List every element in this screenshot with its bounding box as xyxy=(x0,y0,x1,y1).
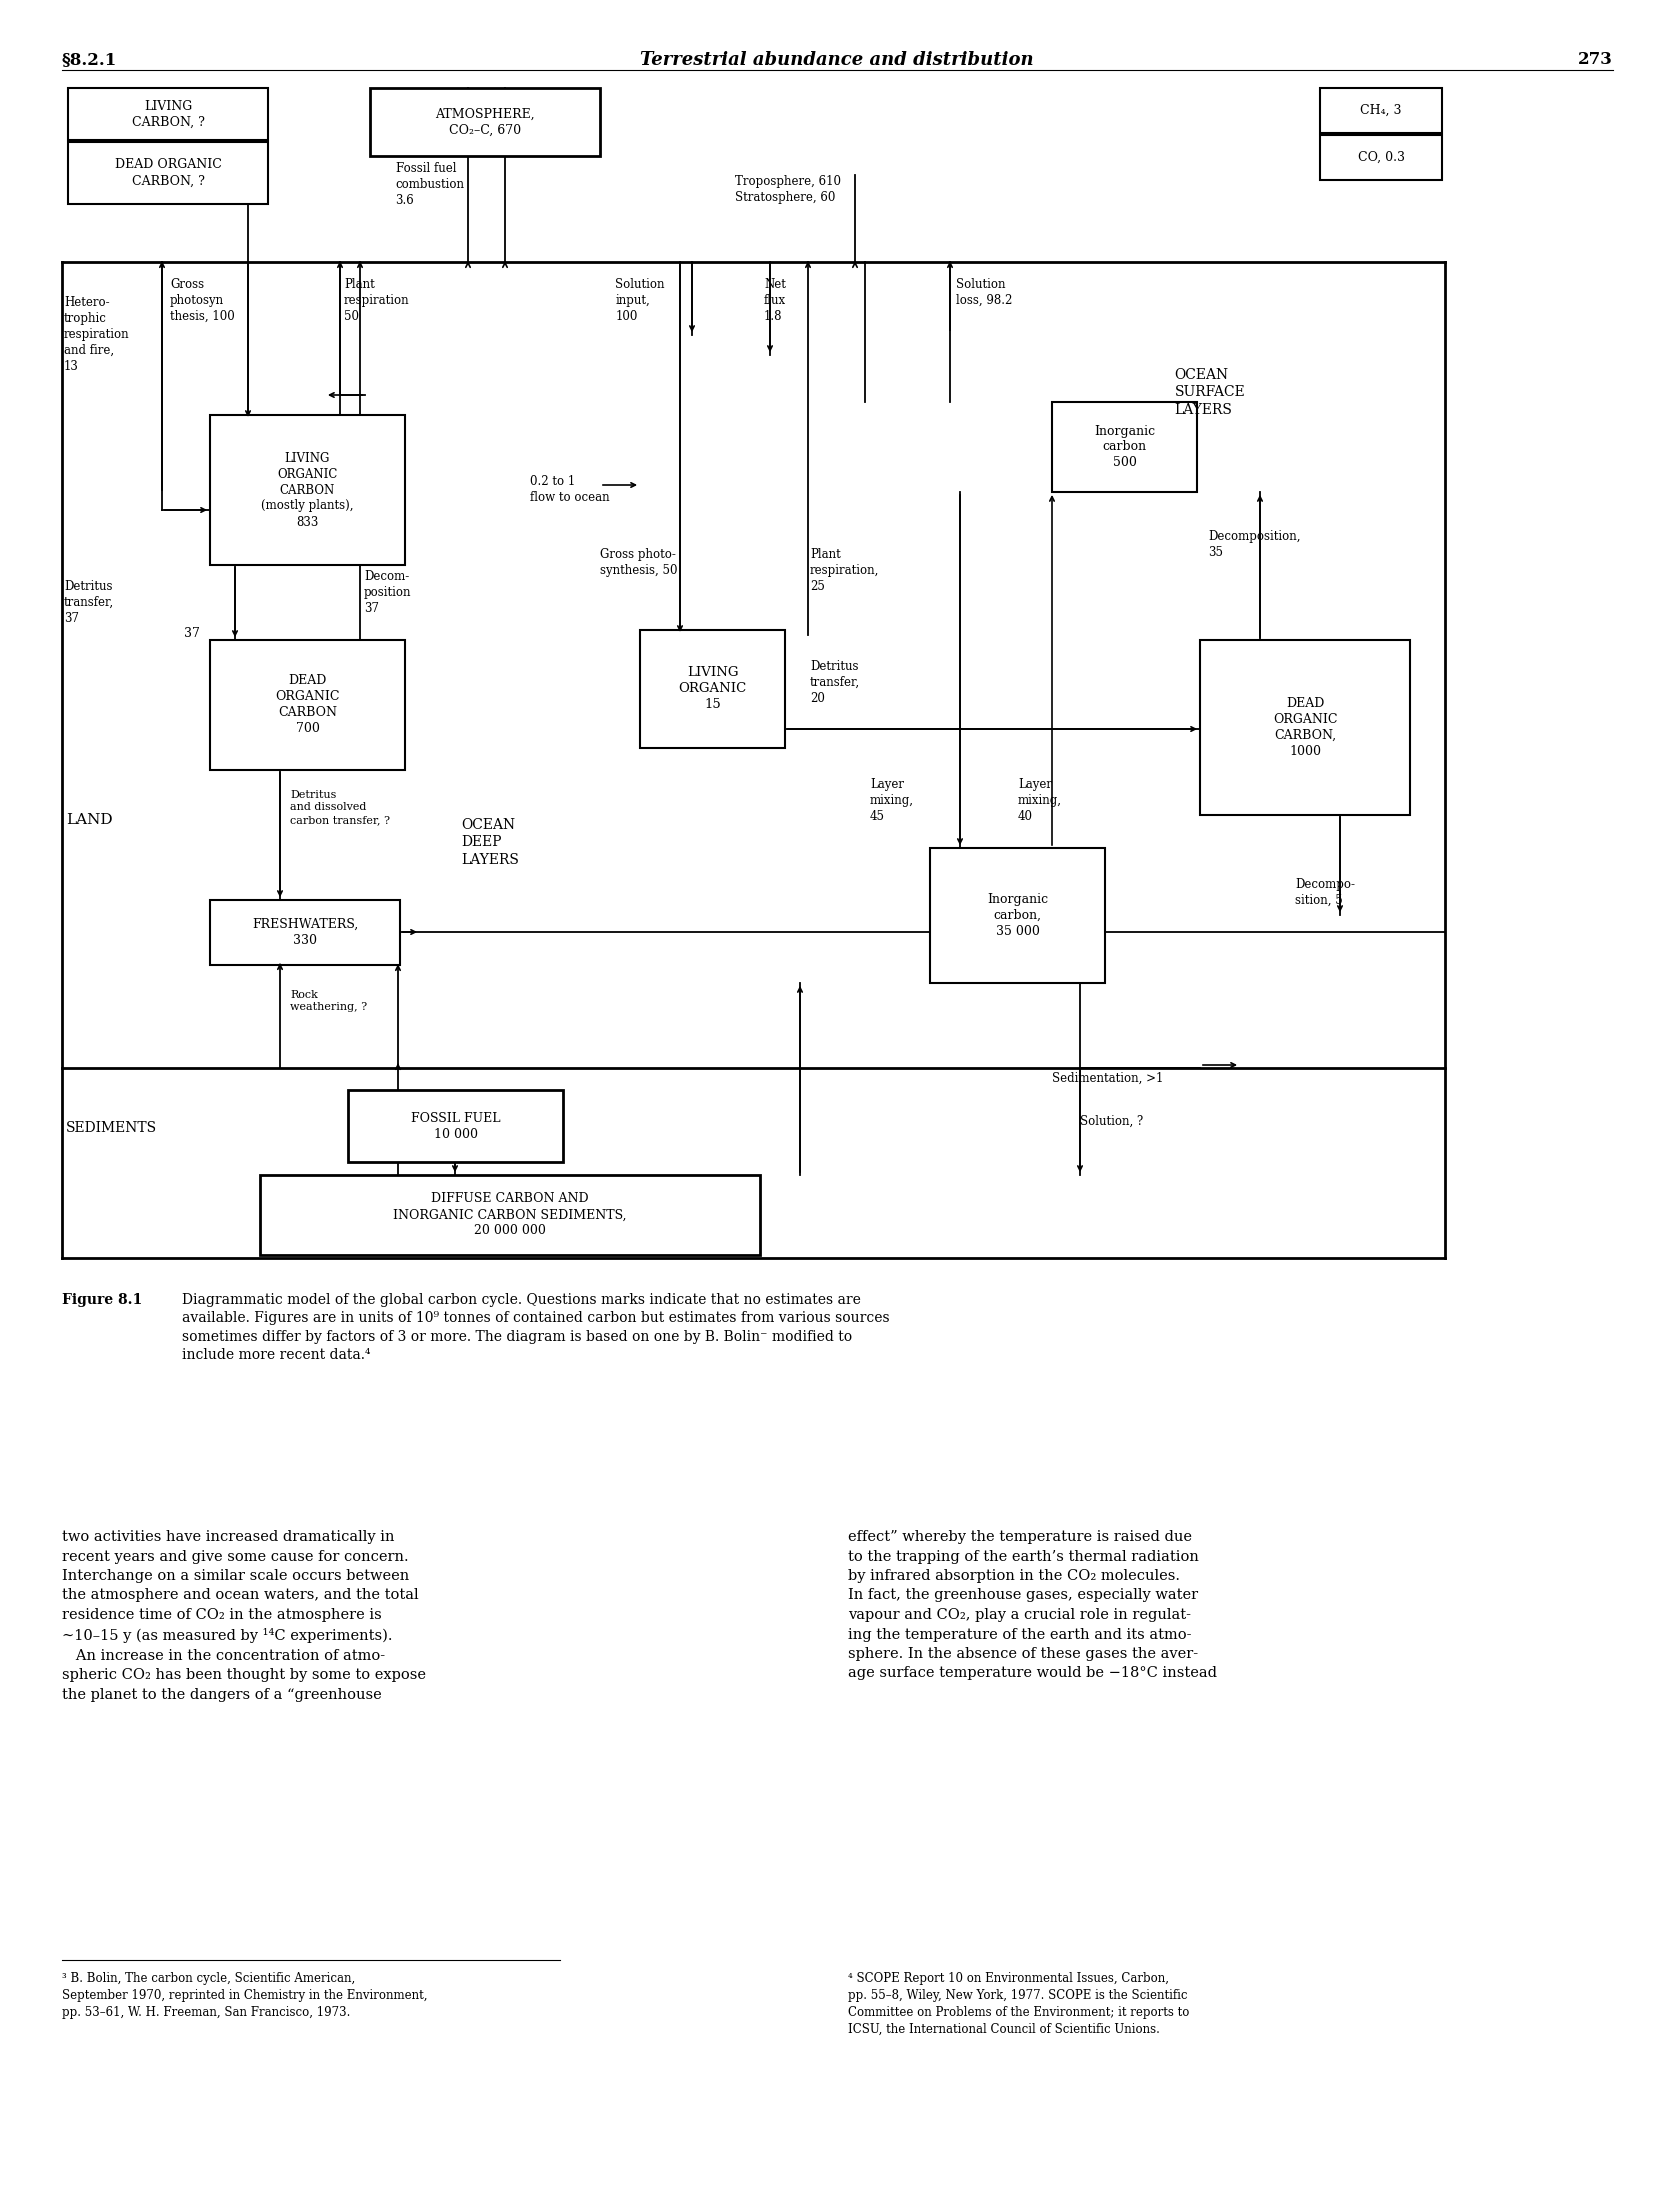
Text: Solution
loss, 98.2: Solution loss, 98.2 xyxy=(956,277,1012,308)
Text: Inorganic
carbon
500: Inorganic carbon 500 xyxy=(1094,424,1156,471)
Text: Gross
photosyn
thesis, 100: Gross photosyn thesis, 100 xyxy=(169,277,235,323)
Text: DIFFUSE CARBON AND
INORGANIC CARBON SEDIMENTS,
20 000 000: DIFFUSE CARBON AND INORGANIC CARBON SEDI… xyxy=(394,1192,626,1238)
Text: two activities have increased dramatically in
recent years and give some cause f: two activities have increased dramatical… xyxy=(62,1531,425,1702)
Bar xyxy=(209,640,405,770)
Text: Layer
mixing,
40: Layer mixing, 40 xyxy=(1018,778,1062,822)
Text: 273: 273 xyxy=(1578,51,1613,68)
Text: Hetero-
trophic
respiration
and fire,
13: Hetero- trophic respiration and fire, 13 xyxy=(64,297,129,374)
Bar xyxy=(640,629,786,748)
Bar xyxy=(1320,88,1442,132)
Bar xyxy=(260,1174,760,1256)
Text: Diagrammatic model of the global carbon cycle. Questions marks indicate that no : Diagrammatic model of the global carbon … xyxy=(183,1293,889,1361)
Text: Sedimentation, >1: Sedimentation, >1 xyxy=(1052,1071,1164,1084)
Bar xyxy=(69,143,268,205)
Bar xyxy=(1052,402,1198,493)
Text: Rock
weathering, ?: Rock weathering, ? xyxy=(290,990,367,1012)
Text: Solution
input,
100: Solution input, 100 xyxy=(615,277,665,323)
Text: LIVING
ORGANIC
CARBON
(mostly plants),
833: LIVING ORGANIC CARBON (mostly plants), 8… xyxy=(261,451,353,528)
Text: Fossil fuel
combustion
3.6: Fossil fuel combustion 3.6 xyxy=(395,163,464,207)
Text: §8.2.1: §8.2.1 xyxy=(62,51,117,68)
Bar xyxy=(209,416,405,565)
Text: Gross photo-
synthesis, 50: Gross photo- synthesis, 50 xyxy=(600,548,677,576)
Text: ⁴ SCOPE Report 10 on Environmental Issues, Carbon,
pp. 55–8, Wiley, New York, 19: ⁴ SCOPE Report 10 on Environmental Issue… xyxy=(848,1973,1189,2036)
Text: FOSSIL FUEL
10 000: FOSSIL FUEL 10 000 xyxy=(410,1110,501,1141)
Text: LIVING
ORGANIC
15: LIVING ORGANIC 15 xyxy=(678,666,747,712)
Text: Detritus
transfer,
37: Detritus transfer, 37 xyxy=(64,581,114,625)
Text: Decom-
position
37: Decom- position 37 xyxy=(363,570,412,616)
Text: Inorganic
carbon,
35 000: Inorganic carbon, 35 000 xyxy=(987,893,1049,939)
Text: SEDIMENTS: SEDIMENTS xyxy=(65,1121,157,1135)
Text: 0.2 to 1
flow to ocean: 0.2 to 1 flow to ocean xyxy=(529,475,610,504)
Text: CH₄, 3: CH₄, 3 xyxy=(1360,103,1402,117)
Text: OCEAN
SURFACE
LAYERS: OCEAN SURFACE LAYERS xyxy=(1174,367,1246,416)
Text: Troposphere, 610
Stratosphere, 60: Troposphere, 610 Stratosphere, 60 xyxy=(735,176,841,205)
Text: Figure 8.1: Figure 8.1 xyxy=(62,1293,142,1306)
Text: Detritus
transfer,
20: Detritus transfer, 20 xyxy=(811,660,861,706)
Text: ³ B. Bolin, The carbon cycle, Scientific American,
September 1970, reprinted in : ³ B. Bolin, The carbon cycle, Scientific… xyxy=(62,1973,427,2019)
Text: OCEAN
DEEP
LAYERS: OCEAN DEEP LAYERS xyxy=(461,818,519,866)
Bar xyxy=(348,1091,563,1161)
Text: effect” whereby the temperature is raised due
to the trapping of the earth’s the: effect” whereby the temperature is raise… xyxy=(848,1531,1218,1680)
Text: Net
flux
1.8: Net flux 1.8 xyxy=(764,277,786,323)
Text: ATMOSPHERE,
CO₂–C, 670: ATMOSPHERE, CO₂–C, 670 xyxy=(436,108,534,136)
Bar xyxy=(69,88,268,141)
Text: FRESHWATERS,
330: FRESHWATERS, 330 xyxy=(251,917,358,948)
Text: Solution, ?: Solution, ? xyxy=(1080,1115,1144,1128)
Text: Decomposition,
35: Decomposition, 35 xyxy=(1208,530,1300,559)
Text: 37: 37 xyxy=(184,627,199,640)
Bar xyxy=(209,899,400,965)
Text: LIVING
CARBON, ?: LIVING CARBON, ? xyxy=(132,99,204,128)
Bar xyxy=(370,88,600,156)
Bar xyxy=(1199,640,1410,816)
Text: DEAD
ORGANIC
CARBON,
1000: DEAD ORGANIC CARBON, 1000 xyxy=(1273,697,1337,759)
Text: DEAD
ORGANIC
CARBON
700: DEAD ORGANIC CARBON 700 xyxy=(275,675,340,734)
Bar xyxy=(930,849,1106,983)
Text: LAND: LAND xyxy=(65,814,112,827)
Text: Layer
mixing,
45: Layer mixing, 45 xyxy=(869,778,915,822)
Bar xyxy=(1320,134,1442,180)
Text: Plant
respiration
50: Plant respiration 50 xyxy=(343,277,410,323)
Text: Detritus
and dissolved
carbon transfer, ?: Detritus and dissolved carbon transfer, … xyxy=(290,789,390,825)
Text: CO, 0.3: CO, 0.3 xyxy=(1357,152,1405,165)
Text: Decompo-
sition, 5: Decompo- sition, 5 xyxy=(1295,877,1355,906)
Text: DEAD ORGANIC
CARBON, ?: DEAD ORGANIC CARBON, ? xyxy=(114,158,221,187)
Text: Plant
respiration,
25: Plant respiration, 25 xyxy=(811,548,879,594)
Text: Terrestrial abundance and distribution: Terrestrial abundance and distribution xyxy=(640,51,1033,68)
